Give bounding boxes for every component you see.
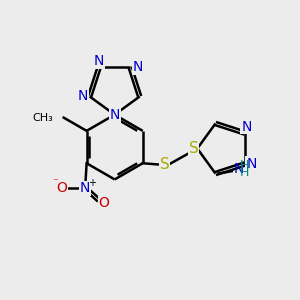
Text: N: N xyxy=(246,157,256,171)
Text: S: S xyxy=(189,141,199,156)
Text: N: N xyxy=(241,120,251,134)
Text: N: N xyxy=(110,108,120,122)
Text: +: + xyxy=(88,178,96,188)
Text: CH₃: CH₃ xyxy=(33,112,53,123)
Text: O: O xyxy=(57,181,68,195)
Text: ⁻: ⁻ xyxy=(52,177,58,187)
Text: H: H xyxy=(240,159,250,172)
Text: N: N xyxy=(234,162,244,176)
Text: N: N xyxy=(78,89,88,103)
Text: H: H xyxy=(240,166,250,179)
Text: N: N xyxy=(132,60,143,74)
Text: O: O xyxy=(98,196,109,210)
Text: N: N xyxy=(80,181,90,195)
Text: S: S xyxy=(160,157,170,172)
Text: N: N xyxy=(94,54,104,68)
